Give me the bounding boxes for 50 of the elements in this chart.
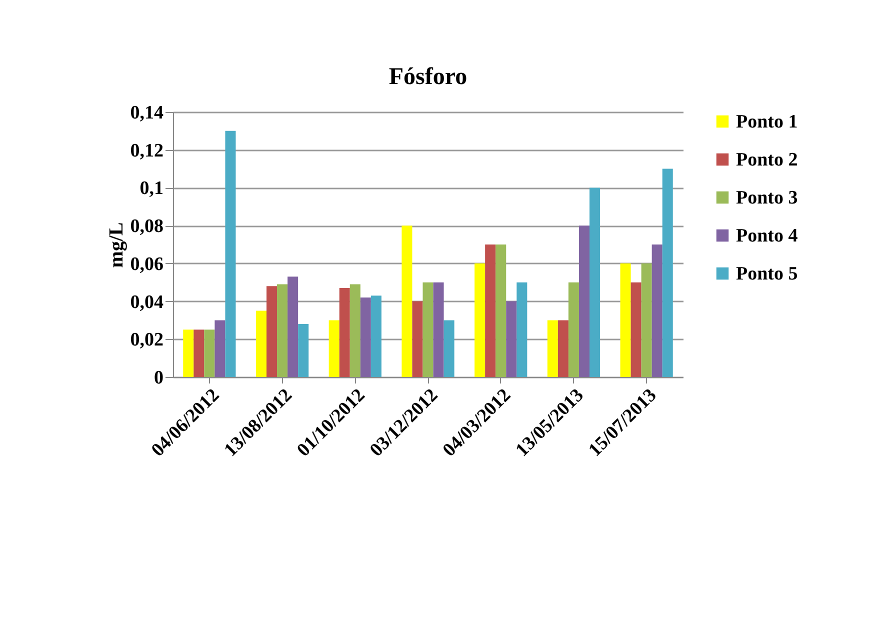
- bar: [485, 244, 496, 377]
- y-tick-label: 0,08: [130, 216, 164, 238]
- chart-title: Fósforo: [388, 64, 468, 90]
- bar: [558, 320, 568, 377]
- bar: [496, 244, 506, 377]
- y-tick-label: 0,14: [130, 102, 164, 124]
- y-tick-label: 0,02: [130, 330, 164, 351]
- bar: [194, 330, 204, 377]
- bar: [214, 320, 226, 377]
- bar: [620, 263, 631, 377]
- bar: [662, 168, 673, 377]
- y-tick-label: 0,1: [140, 178, 164, 200]
- bar: [444, 320, 454, 377]
- bar: [641, 263, 652, 377]
- bar: [256, 310, 266, 377]
- legend-label: Ponto 4: [736, 226, 798, 246]
- bar: [630, 282, 642, 377]
- legend-label: Ponto 2: [736, 150, 798, 170]
- bar: [506, 301, 517, 377]
- y-axis-title: mg/L: [105, 222, 128, 268]
- y-tick-label: 0,12: [130, 140, 164, 162]
- bar: [277, 284, 288, 377]
- bar: [183, 330, 194, 377]
- bar: [339, 288, 350, 377]
- bar: [328, 320, 340, 377]
- bar: [298, 324, 309, 377]
- bar: [288, 276, 298, 377]
- bar: [402, 226, 412, 377]
- bar: [412, 301, 423, 377]
- y-tick-label: 0: [154, 368, 164, 388]
- legend-label: Ponto 3: [736, 188, 798, 208]
- bar: [547, 320, 558, 377]
- legend-label: Ponto 5: [736, 264, 798, 284]
- bar: [204, 330, 215, 377]
- bar: [652, 244, 662, 377]
- bar: [360, 298, 371, 377]
- bar: [350, 284, 360, 377]
- bar: [590, 188, 600, 377]
- bar: [568, 282, 579, 377]
- y-tick-label: 0,04: [130, 292, 164, 313]
- bar: [266, 286, 278, 377]
- bar: [474, 263, 486, 377]
- bar: [433, 282, 444, 377]
- bar: [422, 282, 434, 377]
- y-tick-label: 0,06: [130, 254, 164, 275]
- bar: [578, 226, 590, 377]
- legend-label: Ponto 1: [736, 112, 798, 132]
- bar: [225, 130, 236, 377]
- bar: [516, 282, 528, 377]
- bar: [370, 296, 382, 377]
